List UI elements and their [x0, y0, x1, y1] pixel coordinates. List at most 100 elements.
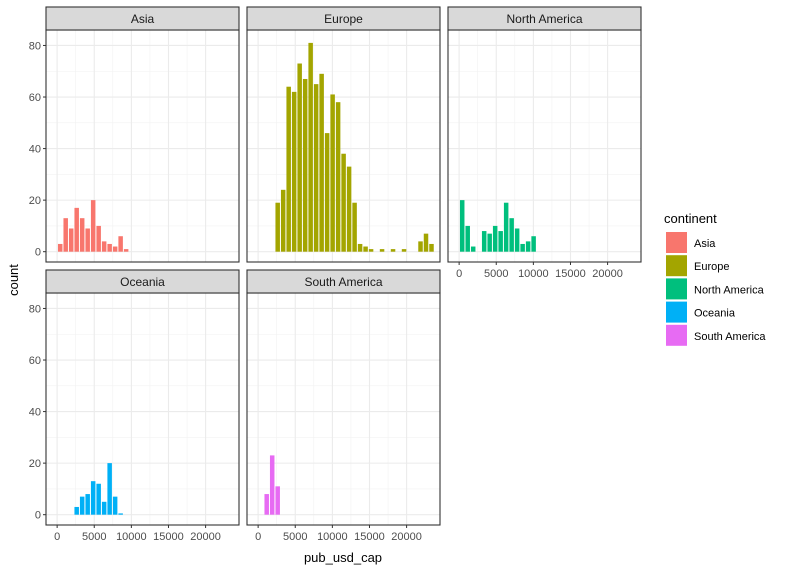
legend-label: Oceania	[694, 308, 736, 320]
histogram-bar	[324, 133, 330, 252]
histogram-bar	[341, 153, 346, 252]
histogram-bar	[264, 494, 269, 515]
facet-strip-label: South America	[304, 275, 382, 289]
histogram-bar	[280, 189, 286, 252]
histogram-bar	[514, 228, 520, 252]
x-axis-title: pub_usd_cap	[304, 550, 382, 565]
histogram-bar	[74, 207, 79, 252]
y-tick-label: 40	[29, 144, 41, 156]
histogram-bar	[63, 218, 68, 252]
histogram-bar	[57, 243, 63, 252]
histogram-bar	[79, 218, 85, 252]
histogram-bar	[481, 231, 487, 252]
histogram-bar	[90, 200, 96, 252]
x-tick-label: 20000	[391, 531, 422, 543]
histogram-bar	[112, 246, 118, 252]
legend-key	[666, 278, 687, 300]
histogram-bar	[101, 241, 107, 252]
y-tick-label: 80	[29, 40, 41, 52]
histogram-bar	[107, 463, 112, 515]
facet-strip-label: Asia	[131, 12, 155, 26]
histogram-bar	[90, 481, 96, 515]
histogram-bar	[487, 233, 492, 252]
histogram-bar	[286, 86, 291, 252]
histogram-bar	[520, 243, 525, 252]
histogram-bar	[96, 225, 101, 252]
x-tick-label: 0	[456, 268, 462, 280]
facet-strip-label: North America	[506, 12, 582, 26]
histogram-bar	[302, 78, 308, 252]
histogram-bar	[429, 243, 434, 252]
x-tick-label: 10000	[116, 531, 147, 543]
histogram-bar	[492, 225, 498, 252]
y-tick-label: 20	[29, 458, 41, 470]
histogram-bar	[96, 483, 101, 515]
x-tick-label: 20000	[592, 268, 623, 280]
legend-key	[666, 232, 687, 253]
histogram-bar	[68, 228, 74, 252]
y-tick-label: 60	[29, 92, 41, 104]
x-tick-label: 10000	[518, 268, 549, 280]
histogram-bar	[308, 42, 313, 252]
facet-panel-4: South America 0 5000 10000 15000 20000	[246, 269, 441, 543]
histogram-bar	[509, 218, 514, 252]
histogram-bar	[401, 249, 407, 252]
histogram-bar	[390, 249, 396, 252]
facet-panel-1: Europe	[246, 6, 441, 263]
x-tick-label: 0	[255, 531, 261, 543]
histogram-bar	[470, 246, 476, 252]
histogram-bar	[531, 236, 536, 252]
x-tick-label: 0	[54, 531, 60, 543]
legend-label: Europe	[694, 261, 729, 273]
histogram-bar	[423, 233, 429, 252]
histogram-bar	[319, 73, 324, 252]
histogram-bar	[459, 200, 465, 252]
facet-strip	[246, 269, 441, 294]
histogram-bar	[291, 91, 297, 252]
facet-strip	[447, 6, 642, 31]
histogram-bar	[269, 455, 275, 515]
histogram-bar	[123, 249, 129, 252]
y-tick-label: 40	[29, 407, 41, 419]
histogram-bar	[101, 501, 107, 515]
histogram-bar	[379, 249, 385, 252]
y-tick-label: 20	[29, 195, 41, 207]
x-tick-label: 15000	[555, 268, 586, 280]
legend-key	[666, 255, 687, 277]
facet-strip	[45, 269, 240, 294]
histogram-bar	[118, 513, 123, 515]
histogram-bar	[85, 228, 90, 252]
histogram-bar	[107, 243, 112, 252]
legend-title: continent	[664, 211, 717, 226]
x-tick-label: 5000	[82, 531, 106, 543]
histogram-bar	[330, 94, 335, 252]
histogram-bar	[363, 246, 368, 252]
x-tick-label: 5000	[283, 531, 307, 543]
histogram-bar	[525, 241, 531, 252]
histogram-bar	[335, 102, 341, 252]
facet-panel-3: Oceania 0 20 40 60 80 0 5000 10000 15000 20000	[29, 269, 240, 543]
histogram-bar	[498, 231, 503, 252]
histogram-bar	[275, 486, 280, 515]
panel-background	[46, 293, 239, 525]
legend: Asia Europe North America Oceania South Amer…	[666, 232, 766, 346]
y-axis-title: count	[6, 264, 21, 296]
legend-label: North America	[694, 284, 765, 296]
legend-label: South America	[694, 331, 766, 343]
histogram-bar	[85, 494, 90, 515]
y-tick-label: 0	[35, 510, 41, 522]
x-tick-label: 20000	[190, 531, 221, 543]
panel-background	[448, 30, 641, 262]
y-tick-label: 60	[29, 355, 41, 367]
histogram-bar	[313, 84, 319, 252]
histogram-bar	[118, 236, 123, 252]
histogram-bar	[275, 202, 280, 252]
legend-key	[666, 301, 687, 323]
histogram-bar	[368, 249, 374, 252]
histogram-bar	[79, 496, 85, 515]
facet-panel-0: Asia 0 20 40 60 80	[29, 6, 240, 263]
histogram-bar	[418, 241, 423, 252]
x-tick-label: 5000	[484, 268, 508, 280]
legend-label: Asia	[694, 238, 716, 250]
